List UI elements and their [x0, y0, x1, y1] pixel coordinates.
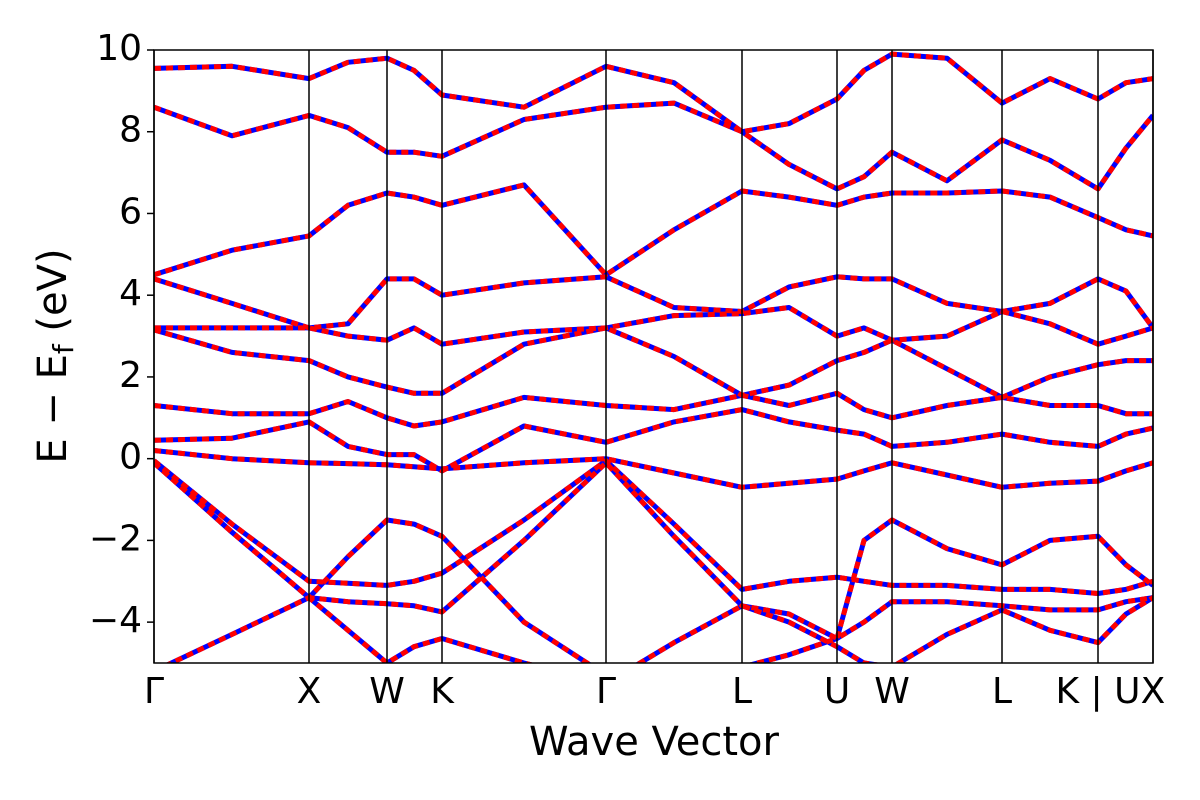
x-tick-label: X: [1141, 671, 1166, 712]
y-tick-label: 10: [96, 28, 142, 69]
x-tick-label: U: [824, 671, 850, 712]
band-line: [154, 460, 1153, 663]
x-tick-label: W: [874, 671, 910, 712]
y-tick-label: 4: [119, 273, 142, 314]
y-tick-label: 8: [119, 110, 142, 151]
band-line: [154, 458, 1153, 596]
y-tick-label: 6: [119, 191, 142, 232]
band-line: [154, 100, 1153, 192]
x-tick-label: W: [369, 671, 405, 712]
x-axis-label: Wave Vector: [529, 719, 780, 765]
band-line: [154, 458, 1153, 596]
y-tick-label: 0: [119, 437, 142, 478]
x-tick-label: K | U: [1056, 671, 1141, 712]
x-tick-label: L: [732, 671, 752, 712]
x-tick-label: K: [430, 671, 455, 712]
y-tick-label: 2: [119, 355, 142, 396]
band-line: [154, 182, 1153, 278]
y-tick-label: −4: [89, 600, 142, 641]
band-line: [154, 182, 1153, 278]
band-line: [154, 325, 1153, 400]
x-tick-label: Γ: [596, 671, 616, 712]
y-label-unit: (eV): [30, 248, 76, 344]
band-line: [165, 517, 1153, 663]
band-line: [154, 448, 1153, 490]
y-label-main: E − E: [30, 354, 76, 464]
y-tick-label: −2: [89, 518, 142, 559]
band-line: [154, 325, 1153, 400]
band-line: [154, 407, 1153, 474]
band-line: [154, 51, 1153, 135]
x-tick-label: L: [992, 671, 1012, 712]
bands: [154, 51, 1153, 663]
band-line: [154, 305, 1153, 347]
band-line: [154, 51, 1153, 135]
x-tick-label: X: [297, 671, 322, 712]
x-tick-label: Γ: [144, 671, 164, 712]
y-label-sub: f: [47, 343, 80, 354]
y-axis-label: E − Ef (eV): [30, 248, 80, 463]
band-line: [154, 460, 1153, 663]
